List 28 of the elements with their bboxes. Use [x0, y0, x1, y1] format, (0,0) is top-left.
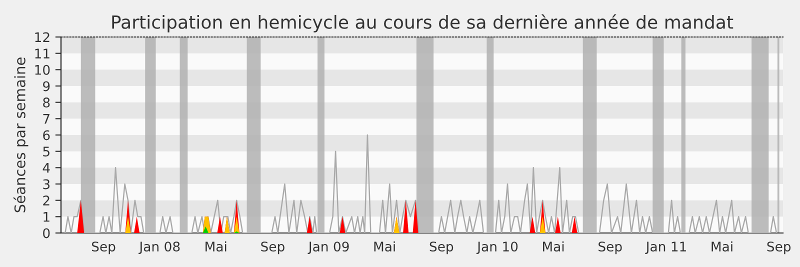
- y-tick-label: 0: [43, 228, 50, 238]
- y-tick-label: 3: [43, 179, 50, 190]
- y-tick-label: 7: [43, 114, 50, 124]
- x-tick-label: Mai: [374, 241, 395, 252]
- y-tick-label: 5: [43, 146, 50, 157]
- y-tick-label: 11: [35, 48, 50, 58]
- x-tick-label: Sep: [598, 242, 622, 254]
- x-tick-label: Sep: [430, 242, 454, 254]
- x-tick-label: Jan 09: [308, 242, 349, 254]
- x-tick-label: Jan 10: [476, 242, 518, 254]
- chart-title: Participation en hemicycle au cours de sa dernière année de mandat: [112, 14, 734, 32]
- x-tick-label: Jan 11: [645, 242, 686, 254]
- y-tick-label: 1: [44, 212, 50, 222]
- y-axis-title: Séances par semaine: [14, 58, 28, 212]
- y-tick-label: 12: [35, 32, 50, 42]
- y-tick-label: 10: [35, 64, 50, 75]
- x-tick-label: Sep: [92, 242, 116, 254]
- x-tick-label: Sep: [767, 242, 791, 254]
- y-tick-label: 9: [43, 81, 50, 92]
- x-tick-label: Sep: [261, 242, 284, 254]
- x-tick-label: Mai: [206, 241, 226, 252]
- y-tick-label: 8: [43, 98, 50, 108]
- y-tick-label: 4: [42, 163, 50, 173]
- x-tick-label: Jan 08: [138, 242, 180, 254]
- x-tick-label: Mai: [712, 241, 732, 252]
- y-tick-label: 6: [43, 130, 50, 140]
- x-tick-label: Mai: [543, 241, 564, 252]
- y-tick-label: 2: [43, 196, 50, 206]
